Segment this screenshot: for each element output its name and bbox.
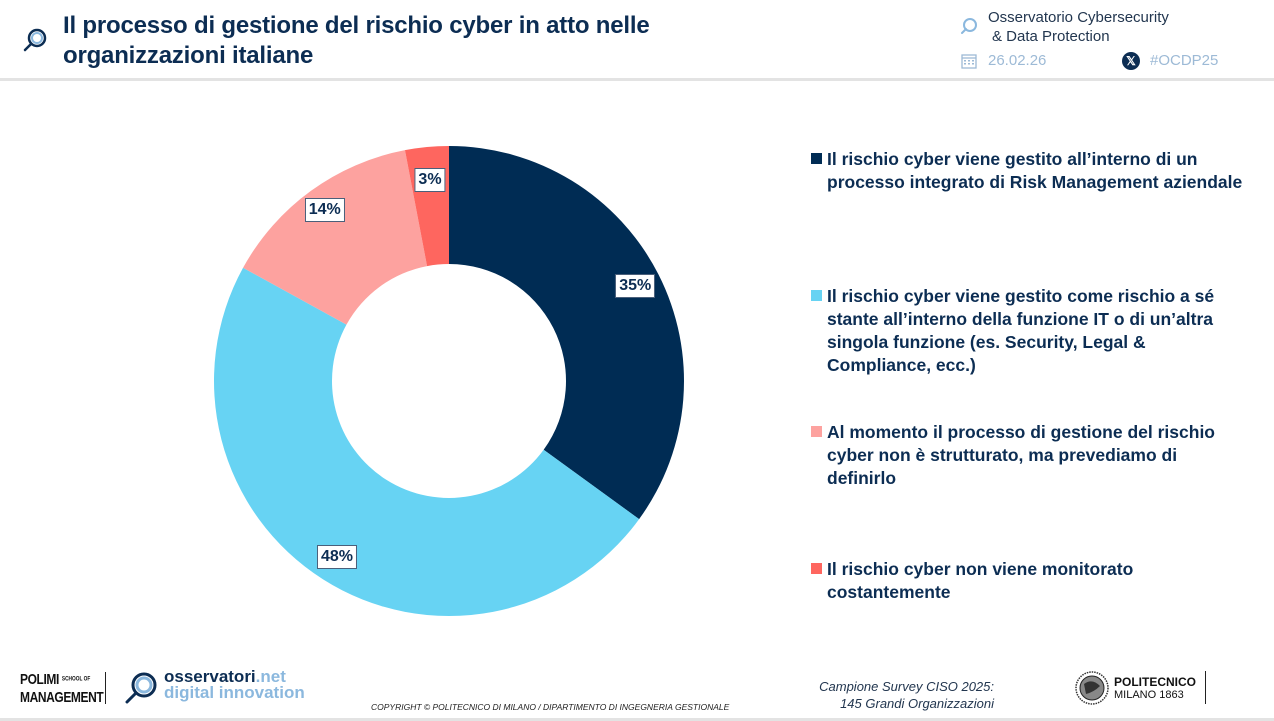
brand-tld: .net [255,667,286,686]
magnifier-logo-icon [125,672,157,704]
data-label: 14% [304,197,345,222]
sample-line-1: Campione Survey CISO 2025: [819,679,994,694]
observatory-line-2: & Data Protection [992,28,1110,45]
donut-slice [243,150,428,325]
footer-divider [1205,671,1206,704]
magnifier-logo-icon [23,28,47,52]
footer-divider [105,672,106,704]
x-icon[interactable]: 𝕏 [1122,52,1140,70]
legend-label: Al momento il processo di gestione del r… [827,422,1215,488]
data-label: 3% [414,167,446,192]
politecnico-seal-icon [1075,671,1109,705]
osservatori-logo: osservatori.net digital innovation [164,667,305,702]
polimi-logo: POLIMI SCHOOL OF MANAGEMENT [20,671,104,706]
legend-swatch [811,290,822,301]
legend-label: Il rischio cyber viene gestito come risc… [827,286,1215,375]
donut-svg [213,146,684,617]
politecnico-logo: POLITECNICO MILANO 1863 [1114,676,1196,702]
legend-label: Il rischio cyber non viene monitorato co… [827,559,1134,602]
data-label: 48% [316,545,357,570]
header-divider [0,78,1274,81]
brand-sub: digital innovation [164,683,305,702]
polimi-line-2: MANAGEMENT [20,688,104,706]
calendar-icon [961,54,977,69]
polimi-line-1: POLIMI [20,671,59,688]
brand-main: osservatori [164,667,256,686]
donut-slice [449,146,684,520]
sample-note: Campione Survey CISO 2025: 145 Grandi Or… [780,678,994,712]
sample-line-2: 145 Grandi Organizzazioni [840,696,994,711]
legend-label: Il rischio cyber viene gestito all’inter… [827,149,1243,192]
donut-chart: 35% 48% 14% 3% Il rischio cyber viene gesti… [0,81,1274,651]
page-title: Il processo di gestione del rischio cybe… [63,11,650,71]
header: Il processo di gestione del rischio cybe… [0,0,1274,78]
politecnico-line-1: POLITECNICO [1114,675,1197,689]
title-line-2: organizzazioni italiane [63,42,314,69]
footer-rule [0,718,1274,721]
copyright: COPYRIGHT © POLITECNICO DI MILANO / DIPA… [371,702,730,712]
observatory-name: Osservatorio Cybersecurity & Data Protec… [988,8,1169,46]
data-label: 35% [615,274,656,299]
legend-swatch [811,426,822,437]
legend-swatch [811,563,822,574]
legend-swatch [811,153,822,164]
magnifier-logo-icon [961,18,977,34]
politecnico-line-2: MILANO 1863 [1114,689,1184,701]
hashtag: #OCDP25 [1150,52,1219,69]
date: 26.02.26 [988,52,1047,69]
donut-slice [213,267,640,617]
title-line-1: Il processo di gestione del rischio cybe… [63,12,650,39]
polimi-small: SCHOOL OF [61,676,91,683]
observatory-line-1: Osservatorio Cybersecurity [988,9,1169,26]
